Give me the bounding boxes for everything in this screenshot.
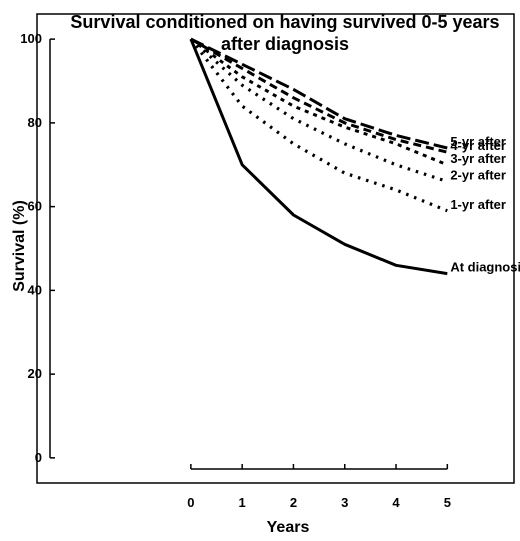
y-axis-label: Survival (%) <box>11 200 28 292</box>
y-tick-label: 0 <box>35 450 42 465</box>
series-label: 2-yr after <box>450 168 506 183</box>
series-line-1-yr-after <box>189 38 448 213</box>
series-label: At diagnosis <box>450 260 520 275</box>
x-tick-label: 1 <box>239 495 246 510</box>
series-label: 5-yr after <box>450 134 506 149</box>
plot-frame <box>36 13 515 484</box>
x-tick-label: 2 <box>290 495 297 510</box>
x-tick-label: 5 <box>444 495 451 510</box>
series-label: 3-yr after <box>450 151 506 166</box>
y-tick-label: 100 <box>20 31 42 46</box>
chart-title-line-2: after diagnosis <box>221 34 349 54</box>
x-tick-label: 4 <box>392 495 400 510</box>
x-tick-label: 0 <box>187 495 194 510</box>
x-axis: 0 1 2 3 4 5 <box>187 464 451 510</box>
y-tick-label: 20 <box>28 366 42 381</box>
x-tick-label: 3 <box>341 495 348 510</box>
y-tick-label: 80 <box>28 115 42 130</box>
series-labels: At diagnosis 1-yr after 2-yr after 3-yr aft… <box>450 134 520 275</box>
x-axis-label: Years <box>267 519 310 536</box>
series-line-4-yr-after <box>190 37 448 154</box>
y-axis: 0 20 40 60 80 100 <box>20 31 55 465</box>
series-lines <box>189 37 448 276</box>
series-label: 1-yr after <box>450 197 506 212</box>
series-line-5-yr-after <box>190 37 448 150</box>
y-tick-label: 60 <box>28 199 42 214</box>
y-tick-label: 40 <box>28 282 42 297</box>
chart-title-line-1: Survival conditioned on having survived … <box>70 12 499 32</box>
series-label: 4-yr after <box>450 138 506 153</box>
series-line-at-diagnosis <box>189 38 448 276</box>
